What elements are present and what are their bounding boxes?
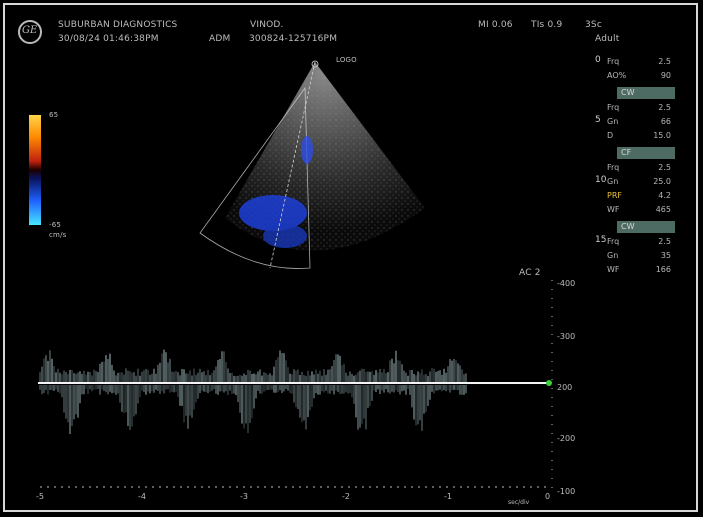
cw-mode-tab[interactable]: CW [617, 87, 675, 99]
velocity-tick: -400 [557, 279, 576, 288]
parameter-panel: 0 Frq 2.5 AO% 90 CW Frq 2.5 5 Gn 66 D 15.0 CF F… [595, 55, 677, 279]
param-row: Frq 2.5 [607, 103, 671, 112]
doppler-trace-label: AC 2 [519, 268, 541, 278]
velocity-tick: -200 [557, 434, 576, 443]
baseline-handle-icon[interactable] [546, 380, 552, 386]
param-row: 5 Gn 66 [595, 115, 671, 126]
time-axis-tick: 0 [545, 492, 551, 501]
velocity-tick: -300 [557, 332, 576, 341]
velocity-tick: 200 [557, 383, 573, 392]
logo-label: LOGO [336, 56, 357, 64]
color-velocity-bar [29, 115, 41, 225]
param-row: Frq 2.5 [607, 163, 671, 172]
preset-name: Adult [595, 34, 620, 44]
tis-value: TIs 0.9 [531, 20, 563, 30]
exam-datetime: 30/08/24 01:46:38PM [58, 34, 159, 44]
velocity-tick: -100 [557, 487, 576, 496]
probe-orientation-marker-icon [311, 60, 319, 68]
colorbar-bottom-label: -65 [49, 221, 62, 229]
colorbar-top-label: 65 [49, 111, 59, 119]
param-row: 0 Frq 2.5 [595, 55, 671, 66]
cw-cursor-line[interactable] [269, 61, 316, 269]
depth-marker: 5 [595, 115, 601, 125]
cf-mode-tab[interactable]: CF [617, 147, 675, 159]
param-row: D 15.0 [607, 131, 671, 140]
spectral-waveform [39, 349, 467, 434]
param-row: WF 166 [607, 265, 671, 274]
param-row: 15 Frq 2.5 [595, 235, 671, 246]
param-row: WF 465 [607, 205, 671, 214]
mi-value: MI 0.06 [478, 20, 513, 30]
param-row: PRF 4.2 [607, 191, 671, 200]
echo-sector-image [199, 60, 425, 269]
time-axis-tick: -4 [138, 492, 146, 501]
param-row: AO% 90 [607, 71, 671, 80]
adm-label: ADM [209, 34, 231, 44]
time-axis-tick: -2 [342, 492, 350, 501]
ultrasound-viewport-frame [3, 3, 698, 512]
colorbar-unit-label: cm/s [49, 231, 67, 239]
time-axis-tick: -3 [240, 492, 248, 501]
institution-name: SUBURBAN DIAGNOSTICS [58, 20, 178, 30]
ge-logo-icon [18, 20, 42, 44]
depth-marker: 15 [595, 235, 607, 245]
adm-value: 300824-125716PM [249, 34, 338, 44]
time-axis-unit: sec/div [508, 499, 530, 506]
patient-name: VINOD. [250, 20, 284, 30]
param-row: Gn 35 [607, 251, 671, 260]
time-axis-tick: -5 [36, 492, 44, 501]
probe-name: 3Sc [585, 20, 602, 30]
cw-secondary-tab[interactable]: CW [617, 221, 675, 233]
depth-marker: 10 [595, 175, 607, 185]
time-axis-tick: -1 [444, 492, 452, 501]
depth-marker: 0 [595, 55, 601, 65]
param-row: 10 Gn 25.0 [595, 175, 671, 186]
